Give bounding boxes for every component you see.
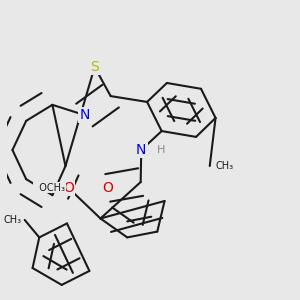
Text: H: H xyxy=(157,145,166,155)
Text: CH₃: CH₃ xyxy=(216,161,234,171)
Text: O: O xyxy=(102,181,113,195)
Text: OCH₃: OCH₃ xyxy=(34,183,65,193)
Text: N: N xyxy=(136,143,146,157)
Text: O: O xyxy=(63,181,74,195)
Text: CH₃: CH₃ xyxy=(4,215,22,225)
Text: S: S xyxy=(90,60,99,74)
Text: N: N xyxy=(79,108,90,122)
